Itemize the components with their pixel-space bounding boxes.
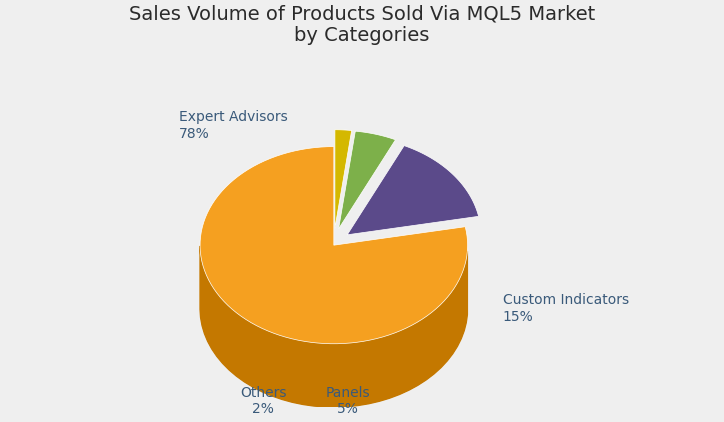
Polygon shape xyxy=(200,241,468,407)
Polygon shape xyxy=(339,131,395,229)
Polygon shape xyxy=(335,130,352,228)
Polygon shape xyxy=(200,246,468,407)
Text: Custom Indicators
15%: Custom Indicators 15% xyxy=(503,293,629,324)
Text: Panels
5%: Panels 5% xyxy=(326,386,370,416)
Title: Sales Volume of Products Sold Via MQL5 Market
by Categories: Sales Volume of Products Sold Via MQL5 M… xyxy=(129,4,595,45)
Polygon shape xyxy=(200,146,468,344)
Polygon shape xyxy=(348,146,479,235)
Text: Others
2%: Others 2% xyxy=(240,386,287,416)
Text: Expert Advisors
78%: Expert Advisors 78% xyxy=(179,111,287,141)
